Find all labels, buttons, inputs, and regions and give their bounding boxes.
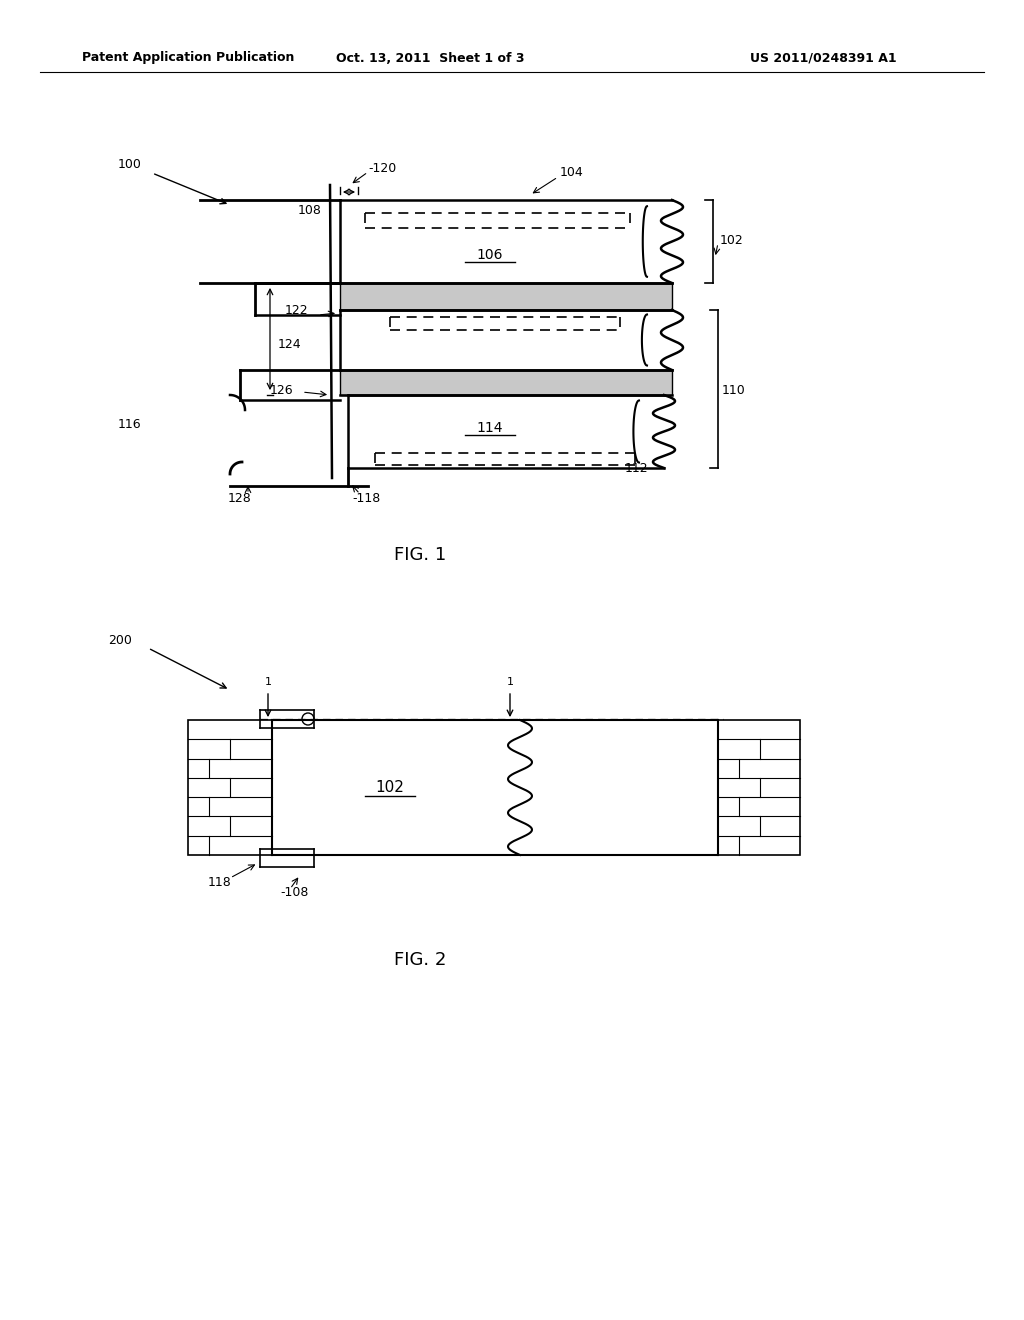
Text: 108: 108 bbox=[298, 203, 322, 216]
Text: 124: 124 bbox=[278, 338, 302, 351]
Text: 126: 126 bbox=[270, 384, 294, 396]
Text: 122: 122 bbox=[285, 304, 308, 317]
Text: -108: -108 bbox=[280, 887, 308, 899]
Text: FIG. 2: FIG. 2 bbox=[394, 950, 446, 969]
Text: 100: 100 bbox=[118, 158, 142, 172]
Bar bbox=[340, 370, 672, 395]
Text: 110: 110 bbox=[722, 384, 745, 396]
Bar bbox=[188, 719, 272, 855]
Text: 106: 106 bbox=[477, 248, 503, 261]
Text: 1: 1 bbox=[507, 677, 513, 686]
Text: 104: 104 bbox=[560, 166, 584, 180]
Text: -118: -118 bbox=[352, 491, 380, 504]
Text: -120: -120 bbox=[368, 161, 396, 174]
Text: 102: 102 bbox=[720, 234, 743, 247]
Text: 116: 116 bbox=[118, 418, 141, 432]
Bar bbox=[340, 282, 672, 310]
Text: FIG. 1: FIG. 1 bbox=[394, 546, 446, 564]
Text: Patent Application Publication: Patent Application Publication bbox=[82, 51, 294, 65]
Text: 112: 112 bbox=[625, 462, 648, 474]
Text: 200: 200 bbox=[108, 634, 132, 647]
Text: Oct. 13, 2011  Sheet 1 of 3: Oct. 13, 2011 Sheet 1 of 3 bbox=[336, 51, 524, 65]
Bar bbox=[718, 719, 800, 855]
Text: 118: 118 bbox=[208, 875, 231, 888]
Text: 102: 102 bbox=[376, 780, 404, 795]
Text: 1: 1 bbox=[264, 677, 271, 686]
Text: 128: 128 bbox=[228, 491, 252, 504]
Text: 114: 114 bbox=[477, 421, 503, 436]
Text: US 2011/0248391 A1: US 2011/0248391 A1 bbox=[750, 51, 897, 65]
